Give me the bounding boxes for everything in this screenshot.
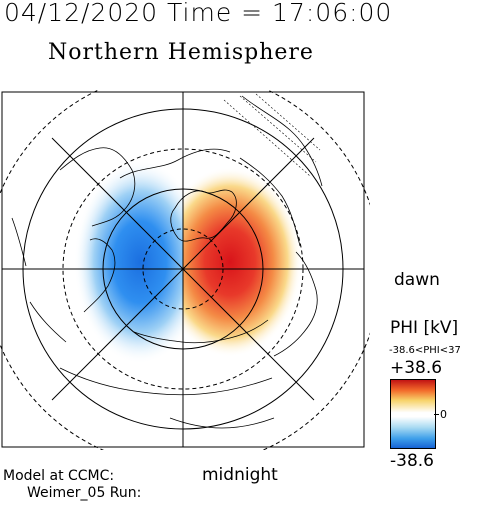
- colorbar-min-label: -38.6: [390, 451, 434, 471]
- model-info: Model at CCMC: Weimer_05 Run:: [3, 468, 141, 502]
- polar-potential-map: [0, 90, 370, 450]
- colorbar-zero-label: 0: [440, 408, 447, 421]
- coastlines: [11, 95, 323, 429]
- midnight-label: midnight: [202, 465, 278, 485]
- colorbar-title: PHI [kV]: [390, 318, 459, 338]
- timestamp-title: 04/12/2020 Time = 17:06:00: [4, 0, 393, 27]
- hemisphere-title: Northern Hemisphere: [48, 40, 314, 65]
- dawn-label: dawn: [394, 270, 440, 290]
- colorbar: [390, 379, 436, 449]
- colorbar-max-label: +38.6: [390, 358, 443, 378]
- meridian-lines: [2, 92, 364, 447]
- run-line: Weimer_05 Run:: [27, 485, 142, 501]
- potential-cell-negative: [74, 160, 183, 364]
- model-line: Model at CCMC:: [3, 468, 115, 484]
- border-lines: [223, 93, 321, 177]
- potential-cell-positive: [183, 167, 302, 357]
- colorbar-range-text: -38.6<PHI<37: [389, 345, 461, 356]
- colorbar-zero-tick: [434, 414, 439, 415]
